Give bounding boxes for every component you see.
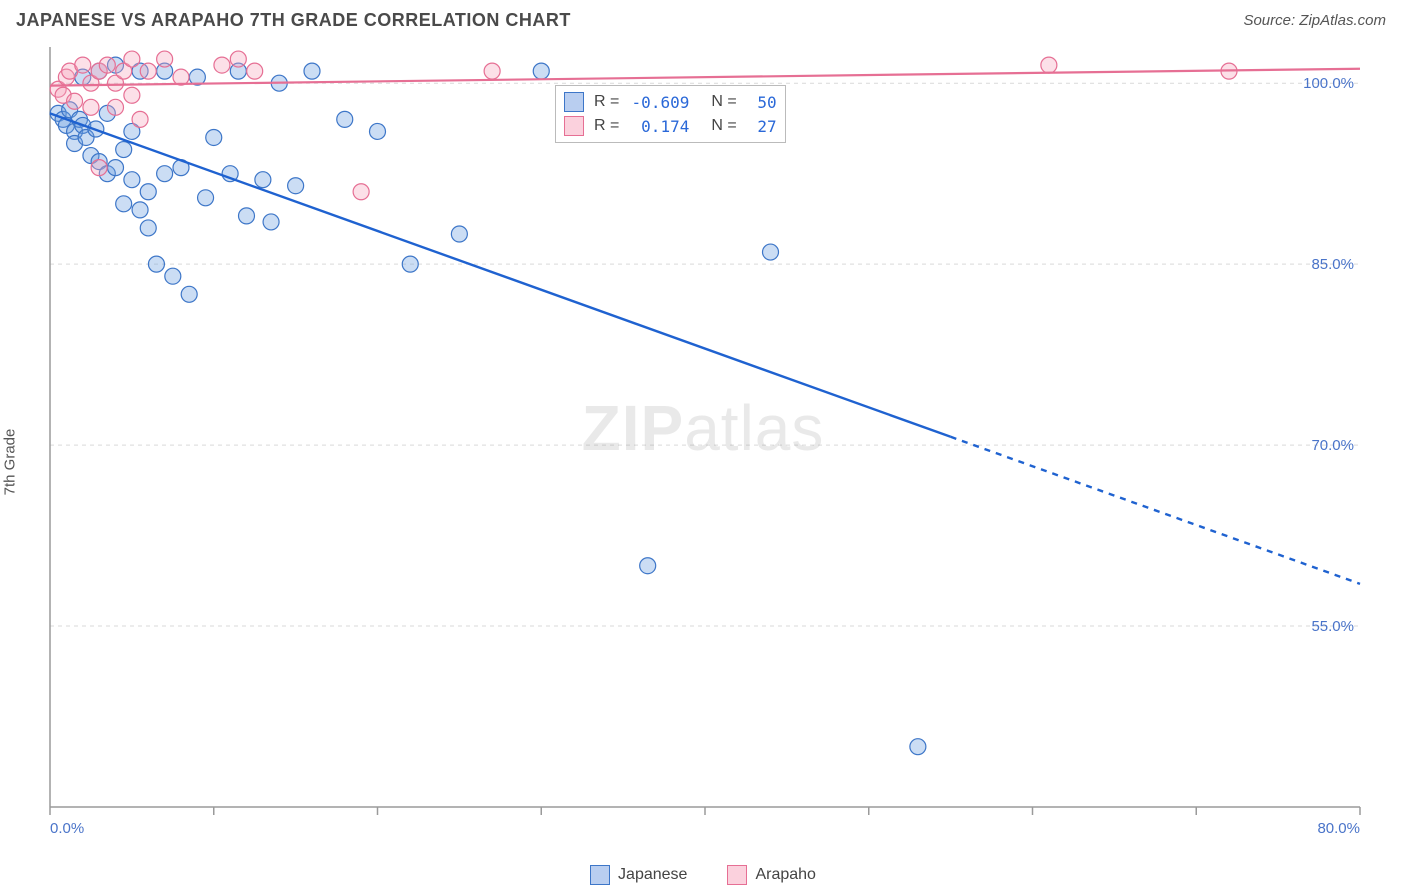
stats-row: R =-0.609N =50 [564,90,777,114]
svg-text:85.0%: 85.0% [1311,256,1354,273]
legend-label: Arapaho [755,866,816,884]
legend-swatch [590,865,610,885]
svg-text:55.0%: 55.0% [1311,618,1354,635]
svg-text:100.0%: 100.0% [1303,75,1354,92]
correlation-stats-box: R =-0.609N =50R =0.174N =27 [555,85,786,143]
svg-text:0.0%: 0.0% [50,820,84,837]
svg-text:70.0%: 70.0% [1311,437,1354,454]
svg-text:80.0%: 80.0% [1317,820,1360,837]
legend-label: Japanese [618,866,687,884]
legend-item: Japanese [590,865,687,885]
legend-swatch [727,865,747,885]
chart-area: 7th Grade 100.0% 85.0% 70.0% 55.0% 0.0% 80.0%… [0,37,1406,887]
legend-item: Arapaho [727,865,816,885]
legend: Japanese Arapaho [0,865,1406,885]
source-label: Source: ZipAtlas.com [1243,12,1386,29]
stats-row: R =0.174N =27 [564,114,777,138]
chart-title: JAPANESE VS ARAPAHO 7TH GRADE CORRELATIO… [16,10,571,31]
y-axis-label: 7th Grade [2,429,19,496]
scatter-chart: 100.0% 85.0% 70.0% 55.0% 0.0% 80.0% [0,37,1406,837]
